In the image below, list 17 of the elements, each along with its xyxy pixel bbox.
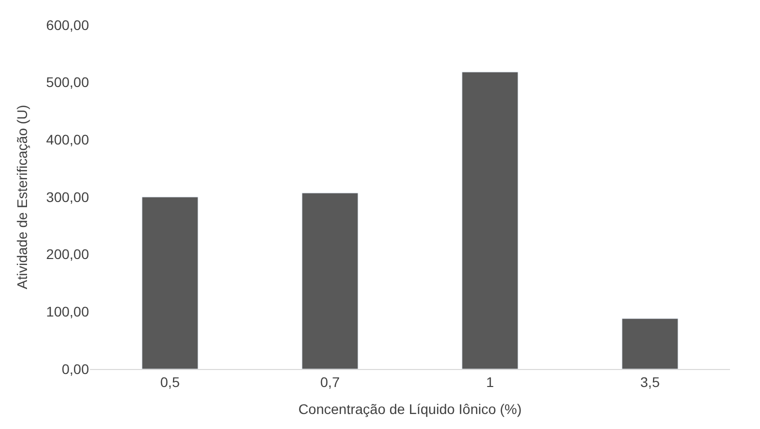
bar [462,72,518,369]
y-tick-label: 200,00 [46,246,90,262]
bar [142,196,198,369]
x-tick-label: 3,5 [640,374,660,390]
y-tick-label: 300,00 [46,188,90,205]
y-tick-label: 400,00 [46,132,90,148]
x-tick-label: 0,5 [160,374,180,390]
y-tick-label: 0,00 [62,360,90,377]
y-axis-title: Atividade de Esterificação (U) [14,104,30,290]
x-axis-title: Concentração de Líquido Iônico (%) [298,401,522,418]
y-tick-label: 600,00 [46,16,90,33]
x-tick-label: 0,7 [320,374,340,390]
bar [622,318,678,369]
x-tick-label: 1 [486,374,494,390]
y-tick-label: 100,00 [46,304,90,320]
y-tick-label: 500,00 [46,74,90,90]
bar [302,192,358,369]
